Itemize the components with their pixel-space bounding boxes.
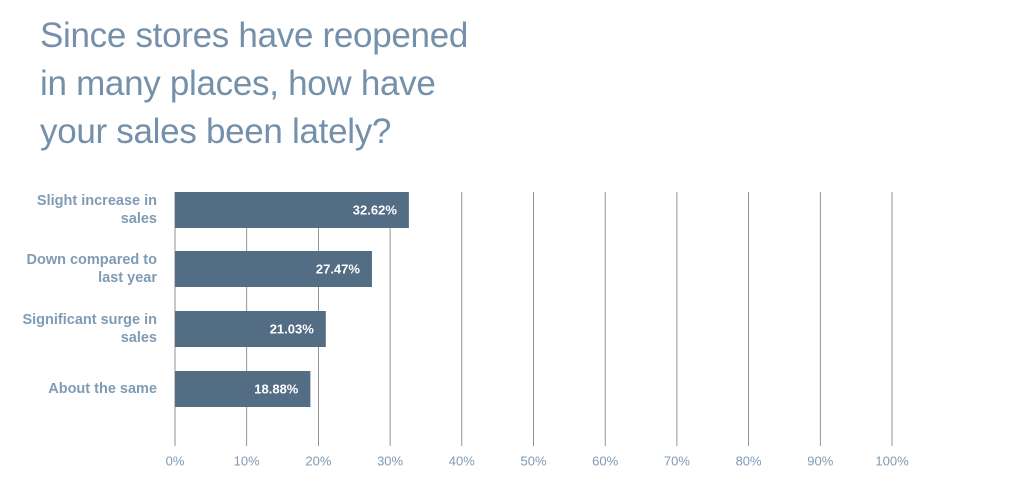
bar (175, 251, 372, 287)
category-label: Slight increase in sales (36, 193, 157, 227)
category-label: Significant surge in sales (22, 312, 157, 346)
x-tick-label: 50% (520, 453, 546, 468)
x-tick-label: 70% (664, 453, 690, 468)
value-label: 18.88% (254, 381, 299, 396)
value-label: 32.62% (353, 202, 398, 217)
x-tick-label: 100% (875, 453, 909, 468)
x-tick-label: 60% (592, 453, 618, 468)
value-label: 27.47% (316, 261, 361, 276)
x-tick-label: 10% (234, 453, 260, 468)
category-label: Down compared to last year (26, 252, 157, 286)
x-tick-label: 0% (166, 453, 185, 468)
x-tick-label: 90% (807, 453, 833, 468)
value-label: 21.03% (270, 321, 315, 336)
bar (175, 311, 326, 347)
category-label: About the same (48, 381, 157, 397)
x-tick-label: 40% (449, 453, 475, 468)
bar (175, 371, 311, 407)
chart-title: Since stores have reopened in many place… (40, 16, 469, 151)
bar (175, 192, 409, 228)
x-tick-label: 80% (736, 453, 762, 468)
x-tick-label: 20% (305, 453, 331, 468)
x-tick-label: 30% (377, 453, 403, 468)
